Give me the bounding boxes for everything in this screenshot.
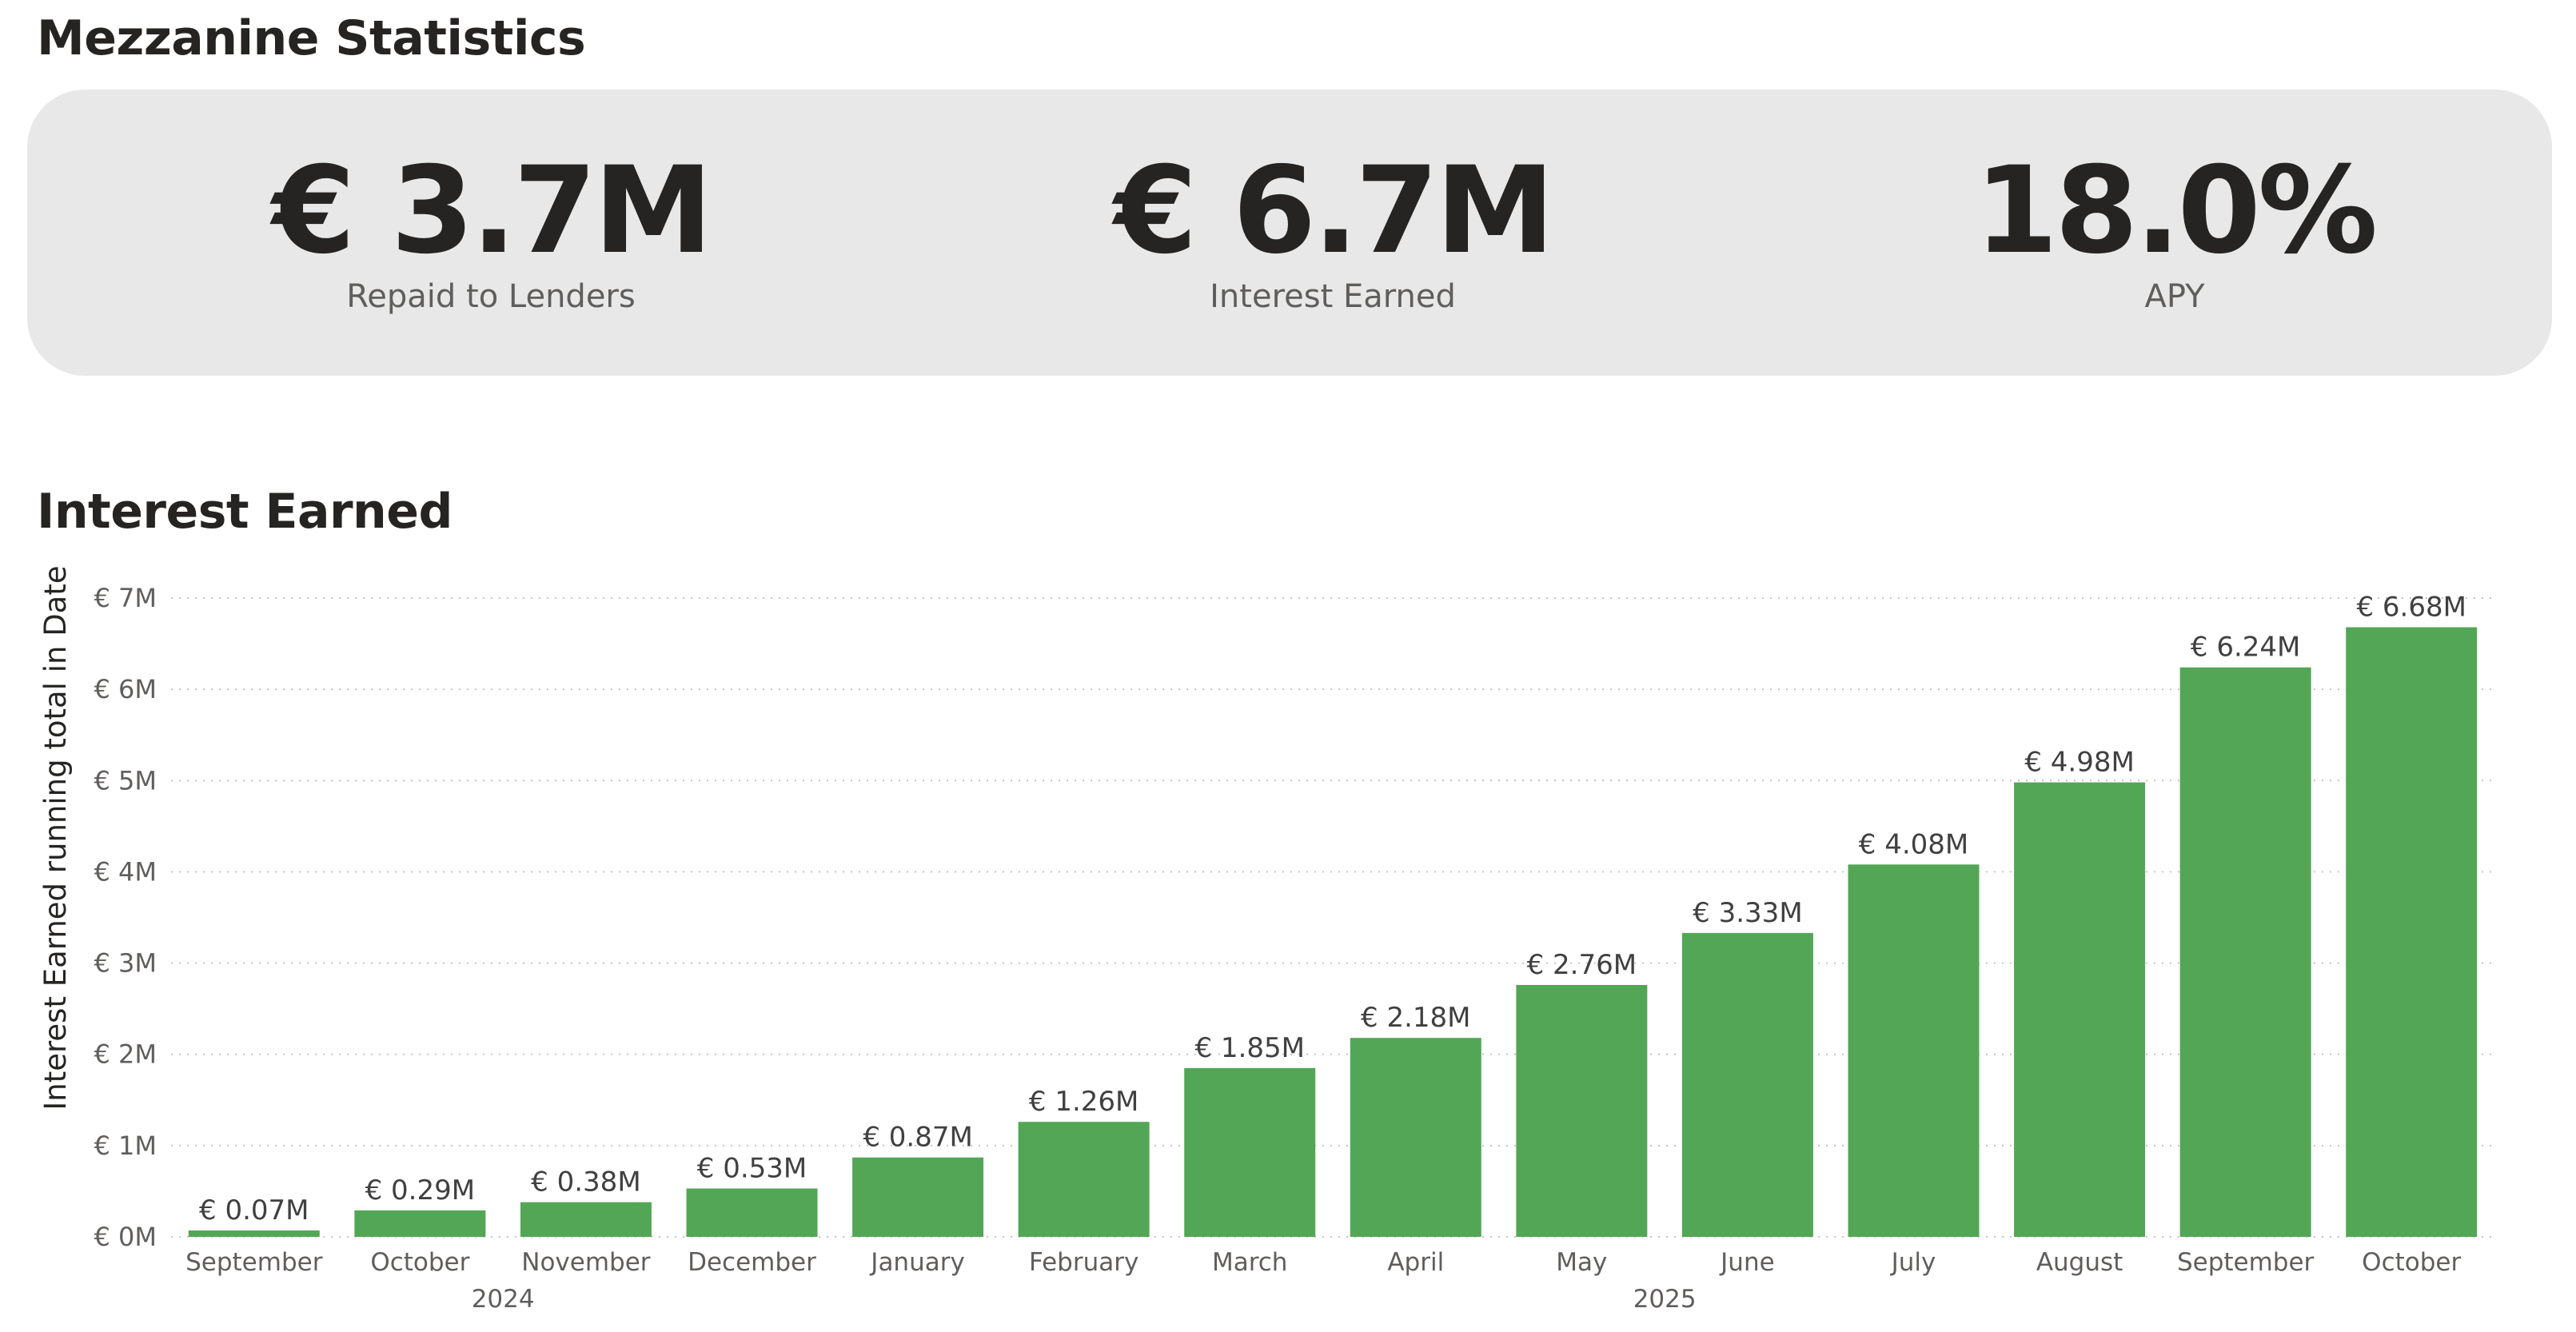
- data-label: € 0.29M: [365, 1174, 475, 1206]
- data-label: € 4.08M: [1859, 828, 1968, 860]
- x-tick-label: October: [370, 1248, 469, 1277]
- x-tick-label: April: [1387, 1248, 1444, 1277]
- bar: [1516, 984, 1648, 1237]
- data-label: € 4.98M: [2024, 747, 2134, 779]
- interest-earned-bar-chart: € 0M € 1M € 2M € 3M € 4M € 5M € 6M € 7M € 0.07M…: [38, 565, 2494, 1314]
- y-tick-label: € 2M: [94, 1039, 158, 1070]
- data-label: € 1.85M: [1194, 1032, 1304, 1064]
- data-label: € 2.76M: [1527, 949, 1637, 981]
- y-tick-label: € 6M: [94, 674, 158, 704]
- y-axis-ticks: € 0M € 1M € 2M € 3M € 4M € 5M € 6M € 7M: [94, 583, 158, 1252]
- y-tick-label: € 4M: [94, 856, 158, 887]
- data-label: € 0.87M: [863, 1122, 972, 1154]
- x-tick-label: January: [869, 1248, 965, 1277]
- y-axis-title: Interest Earned running total in Date: [38, 565, 73, 1110]
- x-axis-years: 2024 2025: [472, 1285, 1697, 1314]
- bar: [1681, 932, 1813, 1237]
- x-tick-label: June: [1719, 1248, 1775, 1277]
- data-label: € 2.18M: [1361, 1002, 1470, 1034]
- kpi-label: Interest Earned: [1210, 278, 1456, 315]
- x-axis-ticks: September October November December January F…: [185, 1248, 2461, 1277]
- kpi-value: 18.0%: [1974, 142, 2378, 281]
- x-tick-label: February: [1029, 1248, 1138, 1277]
- data-label: € 3.33M: [1693, 897, 1802, 929]
- gridlines: [171, 597, 2494, 1238]
- x-tick-label: September: [2177, 1248, 2315, 1277]
- data-label: € 6.24M: [2191, 632, 2300, 664]
- data-label: € 0.38M: [531, 1166, 640, 1198]
- bar: [2179, 667, 2311, 1237]
- bar: [1184, 1067, 1316, 1237]
- x-tick-label: July: [1890, 1248, 1936, 1277]
- data-label: € 1.26M: [1029, 1086, 1138, 1118]
- y-tick-label: € 7M: [94, 583, 158, 613]
- kpi-label: APY: [2144, 278, 2205, 315]
- data-labels: € 0.07M € 0.29M € 0.38M € 0.53M € 0.87M € 1.2…: [199, 592, 2466, 1226]
- bar: [686, 1188, 818, 1237]
- bar: [520, 1202, 652, 1237]
- bar: [354, 1210, 486, 1237]
- x-tick-label: May: [1556, 1248, 1607, 1277]
- x-tick-label: August: [2036, 1248, 2123, 1277]
- kpi-card-repaid: € 3.7M Repaid to Lenders: [131, 146, 851, 316]
- x-tick-label: March: [1212, 1248, 1288, 1277]
- bar: [1350, 1038, 1481, 1237]
- x-tick-label: December: [688, 1248, 816, 1277]
- bar: [852, 1157, 984, 1237]
- data-label: € 6.68M: [2356, 592, 2466, 624]
- y-tick-label: € 0M: [94, 1222, 158, 1252]
- kpi-value: € 6.7M: [1114, 142, 1555, 281]
- y-tick-label: € 3M: [94, 948, 158, 979]
- bars: [188, 627, 2478, 1237]
- x-tick-label: November: [521, 1248, 651, 1277]
- bar: [2014, 782, 2146, 1237]
- x-tick-label: September: [185, 1248, 323, 1277]
- kpi-label: Repaid to Lenders: [346, 278, 636, 315]
- y-tick-label: € 5M: [94, 765, 158, 796]
- year-label: 2025: [1633, 1285, 1697, 1314]
- x-tick-label: October: [2362, 1248, 2461, 1277]
- stats-section-title: Mezzanine Statistics: [37, 10, 586, 66]
- bar: [1018, 1122, 1150, 1237]
- bar: [2346, 627, 2478, 1237]
- chart-section-title: Interest Earned: [37, 484, 453, 540]
- data-label: € 0.07M: [199, 1194, 309, 1226]
- year-label: 2024: [472, 1285, 535, 1314]
- kpi-card-apy: 18.0% APY: [1815, 146, 2534, 316]
- kpi-panel: € 3.7M Repaid to Lenders € 6.7M Interest…: [27, 90, 2552, 376]
- kpi-value: € 3.7M: [272, 142, 713, 281]
- bar: [1848, 864, 1980, 1237]
- bar: [188, 1230, 320, 1237]
- data-label: € 0.53M: [697, 1153, 807, 1185]
- y-tick-label: € 1M: [94, 1131, 158, 1161]
- kpi-card-interest: € 6.7M Interest Earned: [973, 146, 1693, 316]
